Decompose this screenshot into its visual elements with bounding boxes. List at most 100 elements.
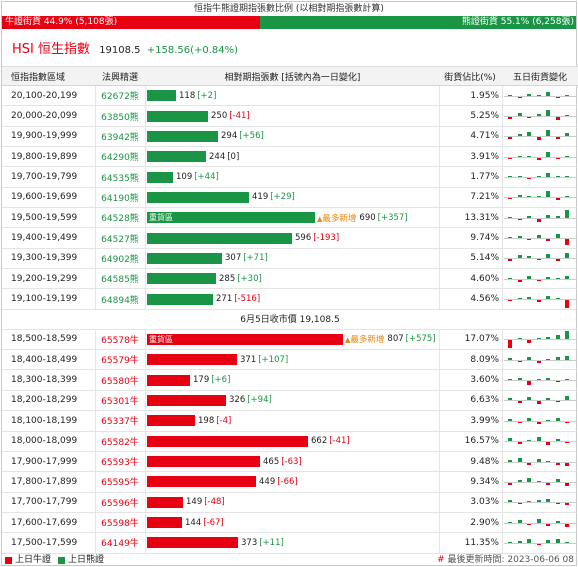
warrant-code-link[interactable]: 65598牛 [101,519,139,530]
warrant-code-link[interactable]: 65579牛 [101,356,139,367]
spark-mark [546,173,550,178]
contracts-cell: 373 [+11] [146,533,439,552]
contracts-count: 198 [198,415,215,426]
warrant-code-link[interactable]: 64902熊 [101,254,139,265]
warrant-code-link[interactable]: 64149牛 [101,539,139,550]
warrant-code-link[interactable]: 65337牛 [101,417,139,428]
spark-baseline [504,156,576,158]
column-divider [439,472,440,492]
ratio-cell: 9.74% [470,233,499,244]
spark-mark [565,541,569,543]
spark-mark [536,500,541,503]
spark-mark [555,298,560,300]
column-divider [95,289,96,309]
warrant-code-link[interactable]: 65582牛 [101,437,139,448]
spark-mark [555,503,560,505]
contracts-count: 285 [219,273,236,284]
column-divider [145,208,146,228]
spark-mark [565,379,569,381]
daily-change: [+575] [405,334,436,345]
warrant-code-link[interactable]: 65578牛 [101,335,139,346]
warrant-code-link[interactable]: 65596牛 [101,498,139,509]
warrant-code-link[interactable]: 62672熊 [101,92,139,103]
spark-mark [536,401,541,405]
spark-mark [555,520,560,523]
spark-mark [508,94,512,96]
daily-change: [+357] [377,212,408,223]
spark-mark [527,215,531,218]
column-divider [439,269,440,289]
warrant-code-link[interactable]: 64528熊 [101,214,139,225]
contracts-cell: 326 [+94] [146,391,439,410]
legend-bear: 上日熊證 [58,554,104,566]
spark-mark [508,541,512,543]
spark-mark [546,378,550,381]
warrant-code-link[interactable]: 64894熊 [101,295,139,306]
column-divider [439,492,440,512]
warrant-code-link[interactable]: 65593牛 [101,458,139,469]
spark-mark [546,523,550,526]
contracts-bar [147,151,206,163]
warrant-code-link[interactable]: 65595牛 [101,478,139,489]
spark-mark [527,93,531,96]
warrant-code-link[interactable]: 64585熊 [101,275,139,286]
ratio-cell: 1.95% [470,90,499,101]
table-row: 20,000-20,099 63850熊 250 [-41] 5.25% [2,106,578,127]
column-divider [95,167,96,187]
spark-mark [555,538,560,543]
range-cell: 18,100-18,199 [11,415,78,426]
five-day-sparkline [504,371,576,389]
last-updated: # 最後更新時間: 2023-06-06 08 [437,554,574,566]
contracts-count: 307 [225,253,242,264]
warrant-code-link[interactable]: 64535熊 [101,173,139,184]
spark-mark [536,235,541,239]
daily-change: [-516] [234,294,261,305]
column-divider [145,492,146,512]
spark-mark [565,155,569,157]
contracts-cell: 307 [+71] [146,249,439,268]
column-divider [145,289,146,309]
contracts-count: 373 [241,537,258,548]
column-divider [145,350,146,370]
five-day-sparkline [504,188,576,206]
column-divider [439,350,440,370]
warrant-code-link[interactable]: 64190熊 [101,193,139,204]
daily-change: [-48] [204,497,225,508]
spark-mark [546,460,550,462]
column-divider [95,472,96,492]
contracts-cell: 118 [+2] [146,86,439,105]
column-divider [145,533,146,553]
spark-mark [508,137,512,140]
warrant-code-link[interactable]: 63942熊 [101,132,139,143]
column-divider [439,512,440,533]
column-divider [145,512,146,533]
five-day-cell [504,289,576,309]
column-divider [439,147,440,167]
index-change: +158.56(+0.84%) [146,45,239,56]
five-day-cell [504,249,576,268]
spark-baseline [504,400,576,402]
spark-mark [565,442,569,444]
column-divider [95,269,96,289]
spark-mark [546,539,550,543]
column-divider [502,126,503,147]
spark-mark [536,137,541,141]
legend-bull-label: 上日牛證 [15,555,52,565]
column-divider [95,187,96,208]
index-name[interactable]: HSI 恒生指數 [12,42,90,57]
table-row: 19,300-19,399 64902熊 307 [+71] 5.14% [2,248,578,270]
warrant-code-link[interactable]: 64290熊 [101,153,139,164]
warrant-code-link[interactable]: 63850熊 [101,112,139,123]
spark-mark [517,457,522,462]
table-row: 19,700-19,799 64535熊 109 [+44] 1.77% [2,167,578,188]
column-divider [502,289,503,309]
column-divider [145,126,146,147]
spark-mark [508,482,512,485]
warrant-code-link[interactable]: 65580牛 [101,376,139,387]
five-day-cell [504,86,576,105]
warrant-code-link[interactable]: 64527熊 [101,234,139,245]
warrant-code-link[interactable]: 65301牛 [101,396,139,407]
column-divider [145,329,146,350]
spark-mark [536,360,541,363]
contracts-bar [147,537,238,549]
